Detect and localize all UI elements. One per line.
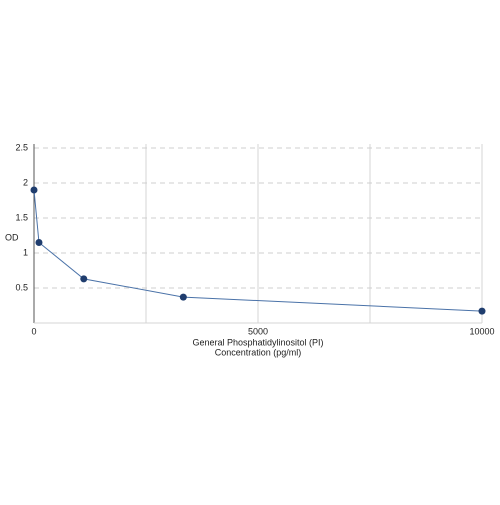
y-axis-label: OD [5, 232, 19, 242]
y-tick-label: 2.5 [15, 142, 28, 152]
data-point [30, 186, 38, 194]
data-point [35, 239, 43, 246]
data-point [478, 307, 486, 315]
y-tick-label: 1.5 [15, 212, 28, 222]
x-axis-label: General Phosphatidylinositol (PI) [192, 337, 323, 347]
y-tick-label: 0.5 [15, 282, 28, 292]
y-tick-label: 1 [23, 247, 28, 257]
y-tick-label: 2 [23, 177, 28, 187]
data-point [80, 275, 88, 283]
x-tick-label: 0 [31, 326, 36, 336]
data-point [179, 293, 187, 301]
x-axis-label: Concentration (pg/ml) [215, 347, 302, 357]
x-tick-label: 5000 [248, 326, 268, 336]
x-tick-label: 10000 [469, 326, 494, 336]
